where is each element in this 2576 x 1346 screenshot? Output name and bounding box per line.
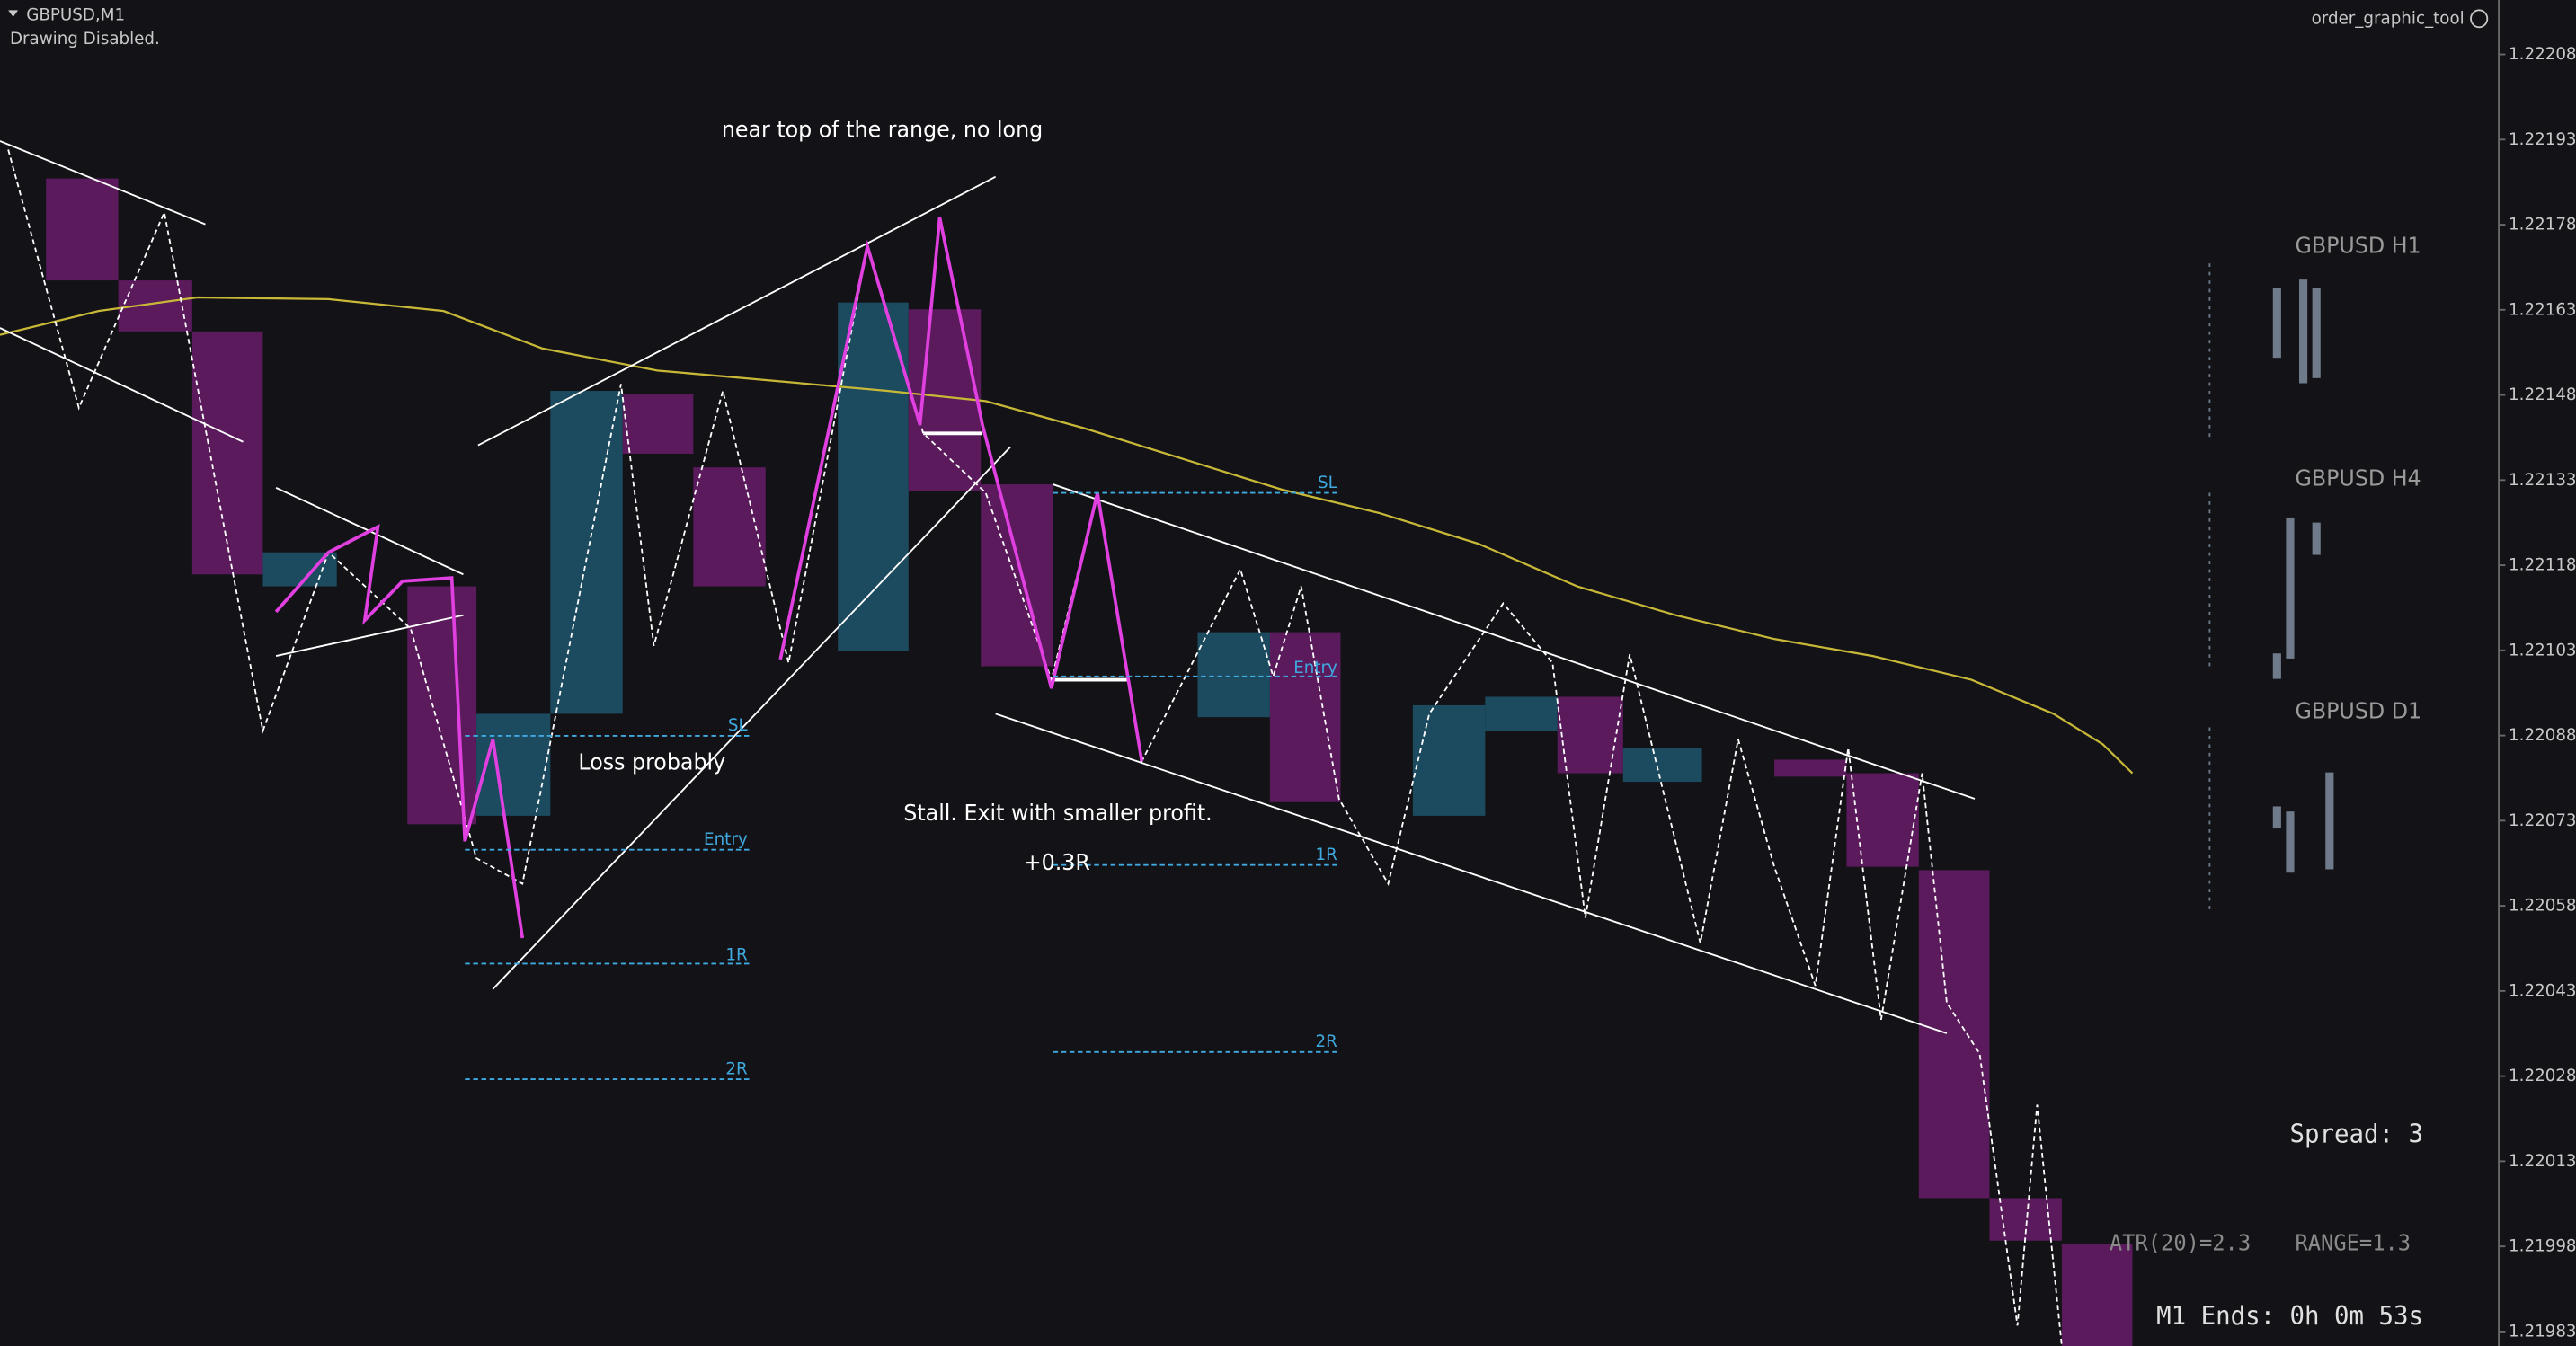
swing-lines	[274, 217, 1144, 939]
moving-average	[0, 296, 2134, 775]
range-label: RANGE=1.3	[2295, 1230, 2411, 1255]
price-label: 1.22073	[2509, 811, 2576, 830]
price-label: 1.21983	[2509, 1322, 2576, 1341]
trend-lines	[0, 140, 1976, 1034]
level-label: Entry	[704, 830, 748, 849]
price-label: 1.22028	[2509, 1067, 2576, 1085]
mini-chart-title: GBPUSD H4	[2295, 465, 2421, 491]
timer-label: M1 Ends: 0h 0m 53s	[2156, 1301, 2423, 1332]
price-label: 1.22088	[2509, 726, 2576, 745]
mini-charts	[2208, 263, 2334, 909]
mini-chart-title: GBPUSD H1	[2295, 233, 2421, 258]
level-label: 1R	[1316, 846, 1337, 864]
annotation: Stall. Exit with smaller profit.	[903, 801, 1212, 826]
price-label: 1.21998	[2509, 1236, 2576, 1255]
range-boxes	[46, 178, 2133, 1346]
price-label: 1.22103	[2509, 641, 2576, 660]
smiley-icon[interactable]	[2470, 9, 2489, 29]
trade-levels	[465, 491, 1339, 1080]
price-label: 1.22058	[2509, 896, 2576, 915]
price-label: 1.22013	[2509, 1152, 2576, 1171]
atr-label: ATR(20)=2.3	[2110, 1230, 2251, 1255]
level-label: 1R	[725, 945, 747, 964]
price-label: 1.22133	[2509, 471, 2576, 490]
mini-chart-title: GBPUSD D1	[2295, 698, 2421, 723]
level-label: 2R	[1316, 1032, 1337, 1051]
price-label: 1.22148	[2509, 385, 2576, 404]
annotation: Loss probably	[578, 749, 725, 775]
level-label: SL	[1318, 473, 1337, 491]
swing-zigzag	[7, 149, 2063, 1346]
price-label: 1.22208	[2509, 45, 2576, 64]
spread-label: Spread: 3	[2290, 1119, 2423, 1149]
indicator-label: order_graphic_tool	[2312, 9, 2465, 28]
price-label: 1.22163	[2509, 300, 2576, 319]
annotation: +0.3R	[1024, 850, 1090, 875]
price-label: 1.22118	[2509, 555, 2576, 574]
symbol-label: GBPUSD,M1	[26, 5, 125, 24]
level-label: Entry	[1293, 659, 1337, 677]
level-label: SL	[728, 716, 748, 735]
status-label: Drawing Disabled.	[10, 30, 160, 49]
menu-arrow[interactable]	[8, 10, 19, 17]
annotation: near top of the range, no long	[722, 117, 1043, 142]
price-label: 1.22193	[2509, 130, 2576, 149]
price-label: 1.22178	[2509, 215, 2576, 234]
level-label: 2R	[725, 1059, 747, 1078]
price-label: 1.22043	[2509, 981, 2576, 1000]
